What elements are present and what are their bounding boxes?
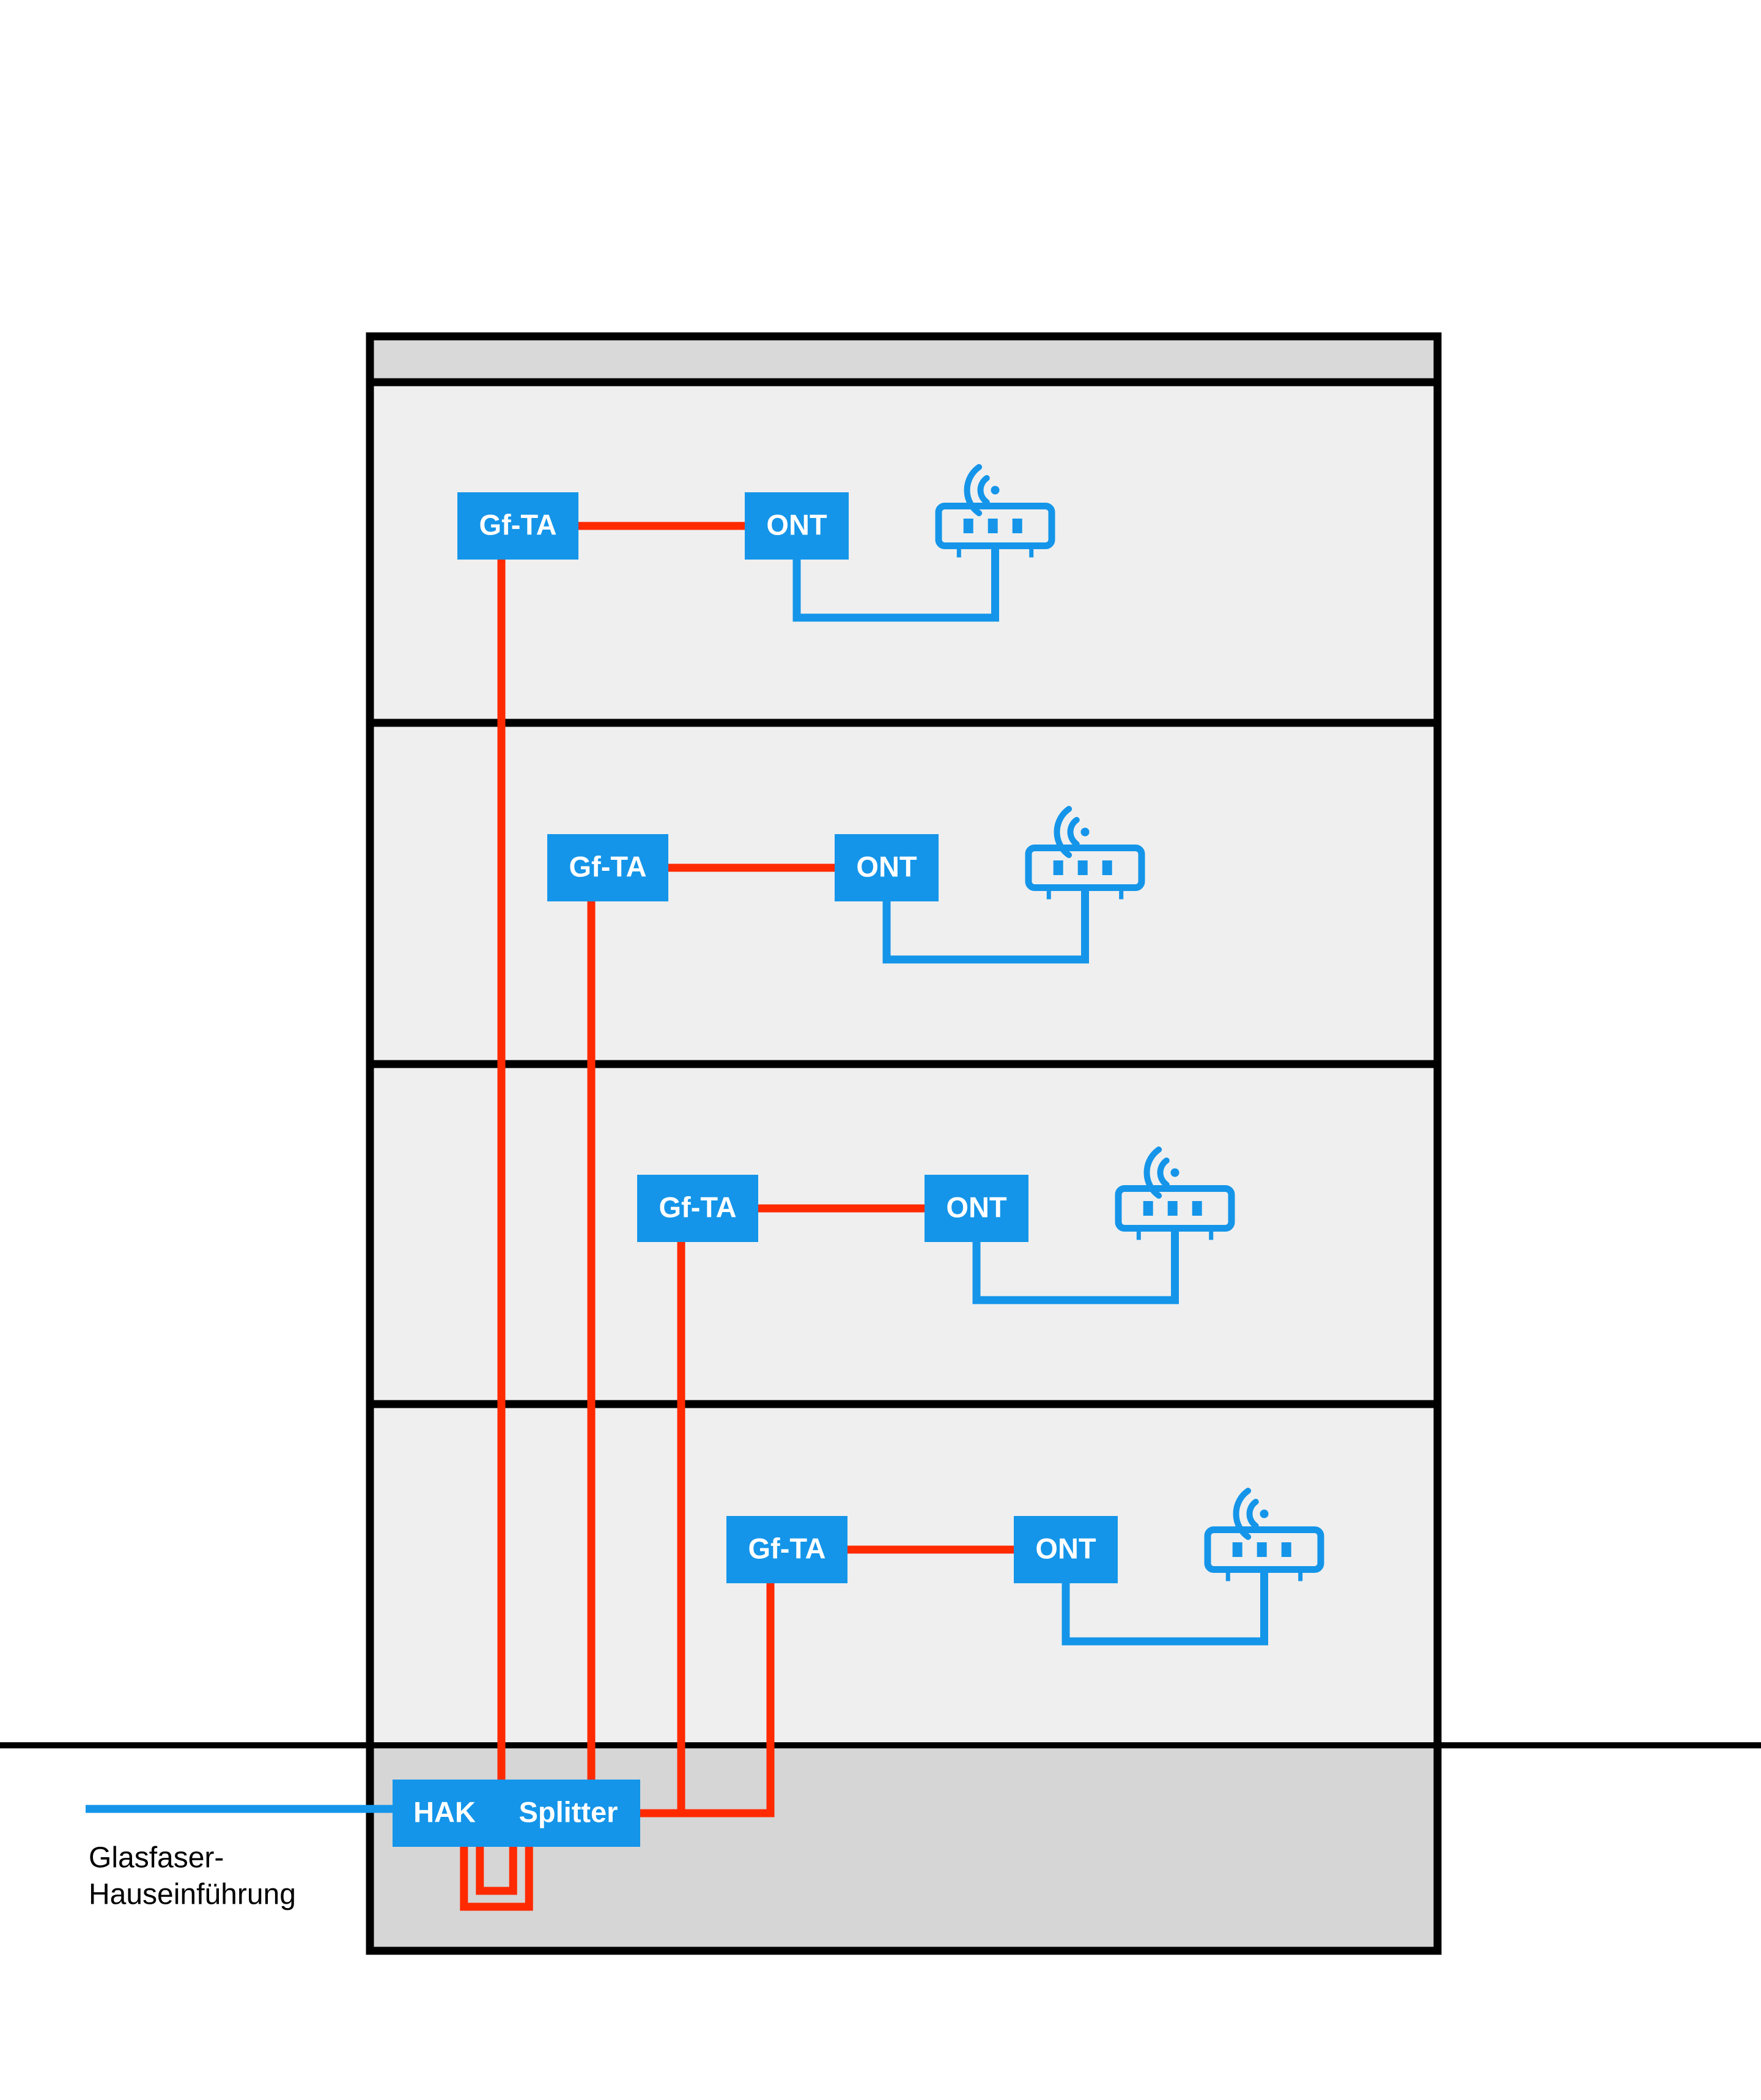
splitter-box: Splitter: [497, 1780, 640, 1847]
router-led-1-0: [1054, 860, 1063, 875]
router-led-0-0: [964, 519, 973, 533]
router-led-1-1: [1078, 860, 1088, 875]
router-led-2-2: [1192, 1201, 1202, 1216]
router-led-0-1: [988, 519, 998, 533]
ont-box-2-label: ONT: [946, 1191, 1007, 1223]
gfta-box-0: Gf-TA: [457, 492, 578, 560]
ont-box-0-label: ONT: [766, 508, 827, 541]
hak-box-label: HAK: [413, 1795, 476, 1828]
roof-fill: [370, 336, 1438, 382]
splitter-box-label: Splitter: [519, 1795, 618, 1828]
caption-line-2: Hauseinführung: [89, 1879, 296, 1911]
ont-box-3-label: ONT: [1035, 1532, 1096, 1564]
ont-box-2: ONT: [925, 1175, 1028, 1242]
wifi-dot-3: [1260, 1510, 1269, 1518]
router-led-3-2: [1282, 1542, 1291, 1557]
wifi-dot-0: [991, 486, 1000, 495]
router-led-2-0: [1143, 1201, 1153, 1216]
floor-fill-2: [370, 1064, 1438, 1405]
router-led-1-2: [1102, 860, 1112, 875]
router-led-0-2: [1013, 519, 1022, 533]
router-led-3-0: [1233, 1542, 1242, 1557]
wifi-dot-1: [1081, 828, 1090, 837]
ont-box-1: ONT: [835, 834, 939, 901]
floor-fill-3: [370, 1404, 1438, 1745]
wifi-dot-2: [1171, 1169, 1180, 1177]
router-led-2-1: [1168, 1201, 1178, 1216]
gfta-box-3-label: Gf-TA: [748, 1532, 825, 1564]
gfta-box-0-label: Gf-TA: [479, 508, 556, 541]
gfta-box-1-label: Gf-TA: [569, 850, 646, 882]
gfta-box-3: Gf-TA: [726, 1516, 847, 1583]
ont-box-1-label: ONT: [856, 850, 917, 882]
caption-line-1: Glasfaser-: [89, 1842, 224, 1874]
gfta-box-2: Gf-TA: [637, 1175, 758, 1242]
gfta-box-2-label: Gf-TA: [659, 1191, 736, 1223]
ont-box-0: ONT: [745, 492, 849, 560]
ont-box-3: ONT: [1014, 1516, 1118, 1583]
router-led-3-1: [1257, 1542, 1267, 1557]
gfta-box-1: Gf-TA: [547, 834, 668, 901]
hak-box: HAK: [393, 1780, 497, 1847]
